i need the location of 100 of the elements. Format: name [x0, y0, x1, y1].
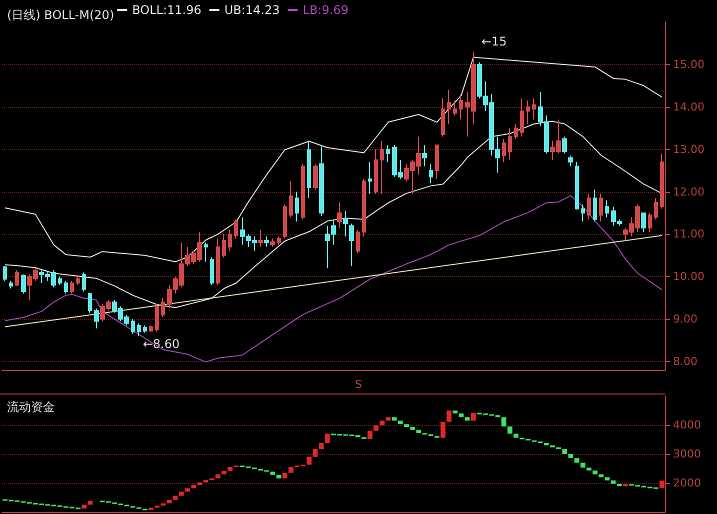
- candlestick: [3, 266, 7, 282]
- candlestick: [386, 144, 390, 163]
- candlestick: [349, 223, 354, 267]
- candlestick: [270, 238, 275, 248]
- bar: [179, 492, 184, 496]
- candlestick: [216, 238, 220, 286]
- candlestick: [593, 189, 597, 222]
- line-series: [4, 120, 662, 308]
- candlestick: [441, 98, 445, 138]
- candlestick: [368, 162, 372, 194]
- candlestick: [319, 144, 324, 216]
- candlestick: [137, 322, 141, 337]
- bar: [610, 480, 616, 484]
- candlestick: [88, 292, 92, 314]
- y-tick-label: 4000: [673, 418, 701, 432]
- candlestick: [258, 229, 263, 248]
- annotation: ←15: [481, 34, 507, 49]
- candlestick: [131, 318, 135, 334]
- candlestick: [94, 308, 99, 329]
- candlestick: [343, 210, 348, 237]
- candlestick: [15, 270, 19, 286]
- legend-label: LB:9.69: [302, 3, 348, 17]
- candlestick: [581, 204, 585, 222]
- candlestick: [76, 276, 80, 286]
- candlestick: [654, 198, 658, 220]
- bar: [282, 472, 288, 478]
- candlestick: [374, 148, 378, 194]
- line-series: [4, 56, 662, 262]
- bar: [416, 430, 422, 434]
- candlestick: [362, 178, 366, 237]
- y-tick-label: 9.00: [673, 312, 698, 326]
- candlestick: [435, 144, 439, 180]
- y-tick-label: 3000: [673, 448, 701, 460]
- candlestick: [575, 162, 579, 210]
- candlestick: [210, 257, 214, 286]
- bar: [312, 449, 318, 457]
- candlestick: [337, 202, 342, 228]
- candlestick: [526, 100, 530, 124]
- candlestick: [429, 164, 433, 184]
- bar: [398, 420, 403, 424]
- candlestick: [648, 212, 652, 233]
- candlestick: [356, 229, 360, 254]
- bar: [470, 412, 476, 421]
- legend-label: BOLL:11.96: [132, 3, 202, 17]
- candlestick: [514, 123, 518, 140]
- candlestick: [568, 155, 573, 167]
- candlestick: [641, 212, 646, 233]
- candlestick: [222, 234, 226, 258]
- bar: [88, 500, 93, 505]
- bar: [604, 477, 610, 480]
- candlestick: [264, 236, 269, 248]
- y-tick-label: 2000: [673, 476, 701, 490]
- y-tick-label: 11.00: [673, 228, 704, 241]
- candlestick: [21, 274, 26, 294]
- y-tick-label: 8.00: [673, 355, 698, 368]
- candlestick: [161, 297, 165, 318]
- bar: [276, 474, 282, 478]
- candlestick: [447, 89, 451, 124]
- bar: [306, 456, 312, 465]
- bar: [446, 410, 452, 422]
- candlestick: [70, 280, 74, 294]
- bar: [288, 467, 294, 473]
- bar: [380, 420, 385, 426]
- candlestick: [380, 140, 384, 194]
- candlestick: [599, 193, 603, 222]
- bar: [185, 488, 190, 492]
- bar: [592, 470, 598, 474]
- bar: [514, 434, 518, 438]
- y-tick-label: 10.00: [673, 270, 704, 284]
- candlestick: [453, 100, 457, 116]
- candlestick: [289, 180, 293, 218]
- bar: [404, 424, 409, 428]
- bar: [544, 442, 549, 446]
- candlestick: [520, 98, 524, 138]
- candlestick: [301, 164, 305, 220]
- candlestick: [283, 204, 287, 239]
- candlestick: [82, 272, 86, 292]
- bar: [574, 458, 580, 463]
- candlestick: [64, 280, 68, 294]
- bar: [660, 480, 664, 488]
- candlestick: [502, 138, 506, 163]
- candlestick: [58, 276, 62, 286]
- line-series: [4, 195, 662, 362]
- candlestick: [228, 229, 232, 252]
- bar: [586, 468, 592, 471]
- bar: [386, 417, 391, 421]
- candlestick: [508, 128, 512, 160]
- candlestick: [605, 200, 609, 218]
- bar: [318, 442, 324, 450]
- candlestick: [234, 218, 238, 239]
- bar: [410, 427, 416, 430]
- candlestick: [660, 153, 664, 210]
- candlestick: [149, 324, 153, 332]
- chart-title: 流动资金: [7, 400, 55, 414]
- candlestick: [562, 136, 567, 154]
- text: S: [355, 378, 362, 391]
- bar: [374, 425, 379, 431]
- bar: [501, 417, 506, 426]
- candlestick: [277, 236, 281, 246]
- bar: [82, 504, 87, 509]
